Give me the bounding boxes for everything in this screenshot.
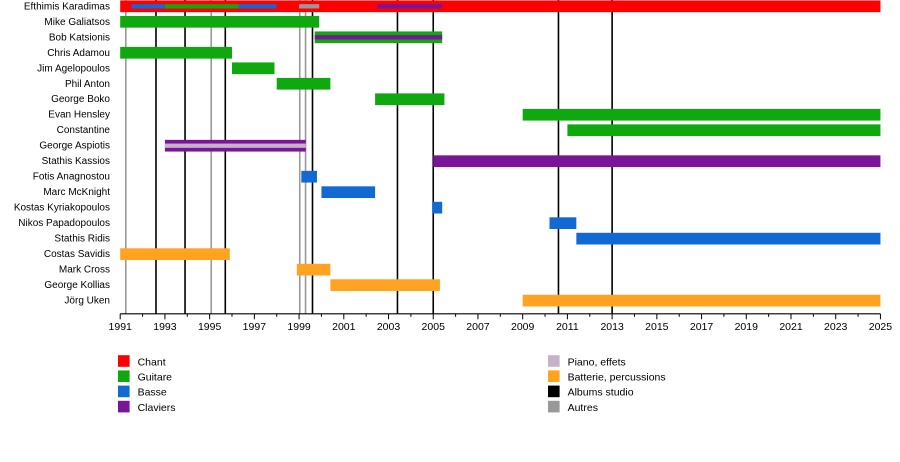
svg-text:George Boko: George Boko — [51, 94, 110, 105]
svg-text:2009: 2009 — [511, 321, 535, 333]
svg-text:Piano, effets: Piano, effets — [568, 356, 626, 368]
svg-text:Autres: Autres — [568, 402, 598, 414]
svg-text:2011: 2011 — [556, 321, 579, 333]
svg-text:Batterie, percussions: Batterie, percussions — [568, 372, 666, 384]
svg-text:George Kollias: George Kollias — [44, 280, 110, 291]
svg-text:2017: 2017 — [690, 321, 714, 333]
svg-text:Chant: Chant — [138, 356, 166, 368]
svg-text:2021: 2021 — [779, 321, 803, 333]
svg-text:Evan Hensley: Evan Hensley — [48, 110, 110, 121]
svg-text:1993: 1993 — [153, 321, 177, 333]
svg-text:2019: 2019 — [735, 321, 759, 333]
svg-text:Nikos Papadopoulos: Nikos Papadopoulos — [18, 218, 110, 229]
svg-text:1991: 1991 — [109, 321, 133, 333]
svg-text:2023: 2023 — [824, 321, 848, 333]
svg-text:Guitare: Guitare — [138, 372, 173, 384]
svg-text:Claviers: Claviers — [138, 402, 176, 414]
svg-text:Basse: Basse — [138, 387, 167, 399]
svg-text:1995: 1995 — [198, 321, 222, 333]
svg-text:1999: 1999 — [287, 321, 311, 333]
svg-text:Chris Adamou: Chris Adamou — [47, 48, 110, 59]
svg-text:Kostas Kyriakopoulos: Kostas Kyriakopoulos — [14, 203, 110, 214]
svg-text:Stathis Kassios: Stathis Kassios — [42, 156, 110, 167]
svg-text:2001: 2001 — [332, 321, 356, 333]
svg-text:Constantine: Constantine — [57, 125, 111, 136]
svg-text:Albums studio: Albums studio — [568, 387, 634, 399]
svg-text:Phil Anton: Phil Anton — [65, 79, 110, 90]
svg-text:Jim Agelopoulos: Jim Agelopoulos — [37, 63, 110, 74]
svg-text:Mark Cross: Mark Cross — [59, 265, 110, 276]
svg-text:Costas Savidis: Costas Savidis — [44, 249, 110, 260]
svg-text:2013: 2013 — [600, 321, 624, 333]
svg-text:Efthimis Karadimas: Efthimis Karadimas — [24, 1, 110, 12]
svg-text:Marc McKnight: Marc McKnight — [43, 187, 110, 198]
svg-text:George Aspiotis: George Aspiotis — [39, 141, 110, 152]
svg-text:Bob Katsionis: Bob Katsionis — [49, 32, 110, 43]
svg-text:Jörg Uken: Jörg Uken — [64, 296, 110, 307]
svg-text:2005: 2005 — [422, 321, 446, 333]
svg-text:2007: 2007 — [466, 321, 490, 333]
svg-text:Fotis Anagnostou: Fotis Anagnostou — [33, 172, 110, 183]
svg-text:2025: 2025 — [869, 321, 893, 333]
svg-text:Stathis Ridis: Stathis Ridis — [54, 234, 110, 245]
svg-text:Mike Galiatsos: Mike Galiatsos — [44, 17, 110, 28]
svg-text:2003: 2003 — [377, 321, 401, 333]
svg-text:2015: 2015 — [645, 321, 669, 333]
svg-text:1997: 1997 — [243, 321, 267, 333]
